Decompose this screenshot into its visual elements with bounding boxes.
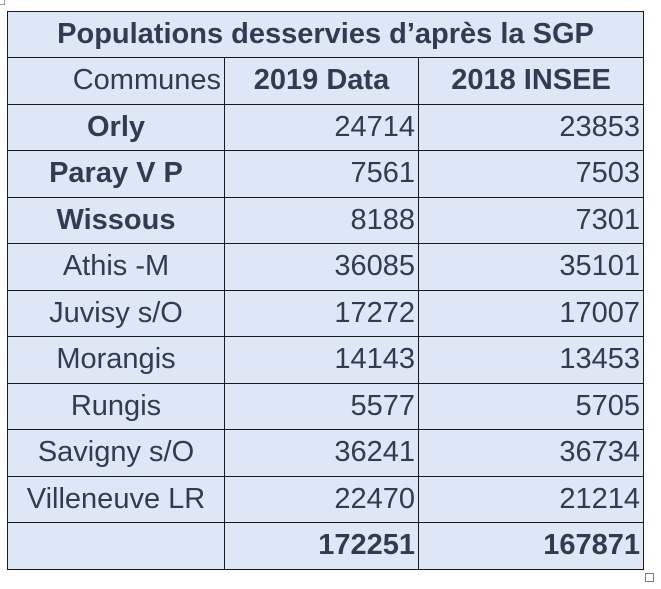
- value-2018-cell[interactable]: 36734: [417, 429, 645, 477]
- title-row: Populations desservies d’après la SGP: [6, 11, 645, 58]
- value-2018-cell[interactable]: 7301: [417, 196, 645, 244]
- commune-cell[interactable]: Morangis: [7, 336, 225, 384]
- value-2019-cell[interactable]: 8188: [224, 196, 419, 244]
- value-2018-cell[interactable]: 7503: [417, 150, 645, 198]
- value-2019-cell[interactable]: 36085: [224, 243, 419, 291]
- page-corner-mark: [0, 0, 5, 5]
- value-2018-cell[interactable]: 5705: [417, 382, 645, 430]
- table-row: Rungis 5577 5705: [7, 382, 645, 430]
- table-title[interactable]: Populations desservies d’après la SGP: [6, 11, 645, 58]
- commune-cell[interactable]: Rungis: [7, 382, 225, 430]
- commune-cell[interactable]: Savigny s/O: [7, 429, 225, 477]
- totals-label-cell[interactable]: [7, 522, 225, 570]
- commune-cell[interactable]: Orly: [7, 103, 225, 151]
- commune-cell[interactable]: Paray V P: [7, 150, 225, 198]
- commune-cell[interactable]: Juvisy s/O: [7, 289, 225, 337]
- value-2018-cell[interactable]: 35101: [417, 243, 645, 291]
- value-2018-cell[interactable]: 13453: [417, 336, 645, 384]
- header-2018-insee[interactable]: 2018 INSEE: [417, 57, 645, 105]
- value-2018-cell[interactable]: 21214: [417, 475, 645, 523]
- total-2019-cell[interactable]: 172251: [224, 522, 419, 570]
- commune-cell[interactable]: Athis -M: [7, 243, 225, 291]
- header-2019-data[interactable]: 2019 Data: [224, 57, 419, 105]
- value-2018-cell[interactable]: 23853: [417, 103, 645, 151]
- table-row: Morangis 14143 13453: [7, 336, 645, 384]
- table-resize-handle[interactable]: [645, 573, 654, 582]
- table-row: Juvisy s/O 17272 17007: [7, 289, 645, 337]
- header-row: Communes 2019 Data 2018 INSEE: [7, 57, 645, 105]
- value-2019-cell[interactable]: 14143: [224, 336, 419, 384]
- population-table: Populations desservies d’après la SGP Co…: [6, 11, 645, 570]
- value-2019-cell[interactable]: 5577: [224, 382, 419, 430]
- table-row: Paray V P 7561 7503: [7, 150, 645, 198]
- table-row: Wissous 8188 7301: [7, 196, 645, 244]
- value-2019-cell[interactable]: 24714: [224, 103, 419, 151]
- total-2018-cell[interactable]: 167871: [417, 522, 645, 570]
- table-row: Savigny s/O 36241 36734: [7, 429, 645, 477]
- commune-cell[interactable]: Villeneuve LR: [7, 475, 225, 523]
- table-row: Athis -M 36085 35101: [7, 243, 645, 291]
- totals-row: 172251 167871: [7, 522, 645, 570]
- value-2019-cell[interactable]: 7561: [224, 150, 419, 198]
- header-communes[interactable]: Communes: [7, 57, 225, 105]
- table-body: Orly 24714 23853 Paray V P 7561 7503 Wissous 81…: [7, 103, 645, 523]
- value-2019-cell[interactable]: 22470: [224, 475, 419, 523]
- commune-cell[interactable]: Wissous: [7, 196, 225, 244]
- table-row: Villeneuve LR 22470 21214: [7, 475, 645, 523]
- value-2018-cell[interactable]: 17007: [417, 289, 645, 337]
- table-row: Orly 24714 23853: [7, 103, 645, 151]
- value-2019-cell[interactable]: 36241: [224, 429, 419, 477]
- value-2019-cell[interactable]: 17272: [224, 289, 419, 337]
